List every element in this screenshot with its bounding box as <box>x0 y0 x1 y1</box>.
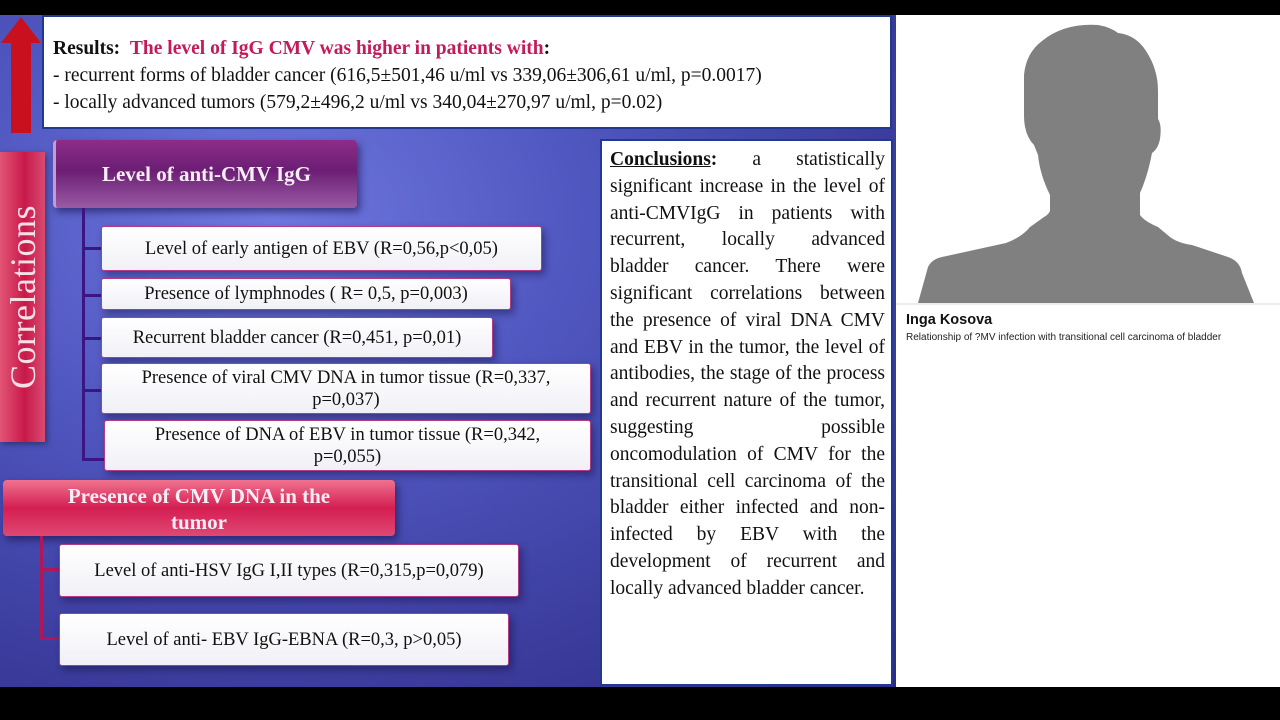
conclusions-box: Conclusions: a statistically significant… <box>600 139 893 686</box>
conclusions-title: Conclusions <box>610 149 711 170</box>
tree-connector <box>82 208 85 460</box>
correlation-item: Recurrent bladder cancer (R=0,451, p=0,0… <box>101 317 493 358</box>
speaker-name: Inga Kosova <box>906 312 993 328</box>
results-box: Results: The level of IgG CMV was higher… <box>42 15 892 129</box>
presentation-slide: Results: The level of IgG CMV was higher… <box>0 15 896 687</box>
tree-branch <box>40 637 60 640</box>
tree-branch <box>82 389 102 392</box>
tree-branch <box>82 458 104 461</box>
tree-branch <box>82 294 102 297</box>
talk-title: Relationship of ?MV infection with trans… <box>906 332 1222 343</box>
results-line: - locally advanced tumors (579,2±496,2 u… <box>53 92 663 113</box>
results-line: - recurrent forms of bladder cancer (616… <box>53 65 762 86</box>
correlations-tab: Correlations <box>0 152 45 442</box>
correlation-item: Presence of DNA of EBV in tumor tissue (… <box>104 420 591 471</box>
results-headline: The level of IgG CMV was higher in patie… <box>129 38 544 59</box>
correlation-item: Level of anti-HSV IgG I,II types (R=0,31… <box>59 544 519 597</box>
tree-branch <box>82 337 102 340</box>
divider <box>896 303 1280 305</box>
tree-branch <box>82 247 102 250</box>
results-heading: Results: The level of IgG CMV was higher… <box>53 38 551 59</box>
correlations-label: Correlations <box>2 205 43 389</box>
person-silhouette-icon <box>918 24 1254 303</box>
correlation-item: Presence of lymphnodes ( R= 0,5, p=0,003… <box>101 278 511 310</box>
correlation-item: Level of early antigen of EBV (R=0,56,p<… <box>101 226 542 271</box>
group-head-anti-cmv-igg: Level of anti-CMV IgG <box>53 140 357 208</box>
speaker-panel: Inga Kosova Relationship of ?MV infectio… <box>896 15 1280 687</box>
results-label: Results: <box>53 38 121 59</box>
correlation-item: Level of anti- EBV IgG-EBNA (R=0,3, p>0,… <box>59 613 509 666</box>
conclusions-text: a statistically significant increase in … <box>610 149 885 599</box>
group-head-cmv-dna: Presence of CMV DNA in the tumor <box>3 480 395 536</box>
tree-branch <box>40 568 60 571</box>
tree-connector <box>40 536 43 640</box>
up-arrow-icon <box>1 17 41 133</box>
correlation-item: Presence of viral CMV DNA in tumor tissu… <box>101 363 591 414</box>
